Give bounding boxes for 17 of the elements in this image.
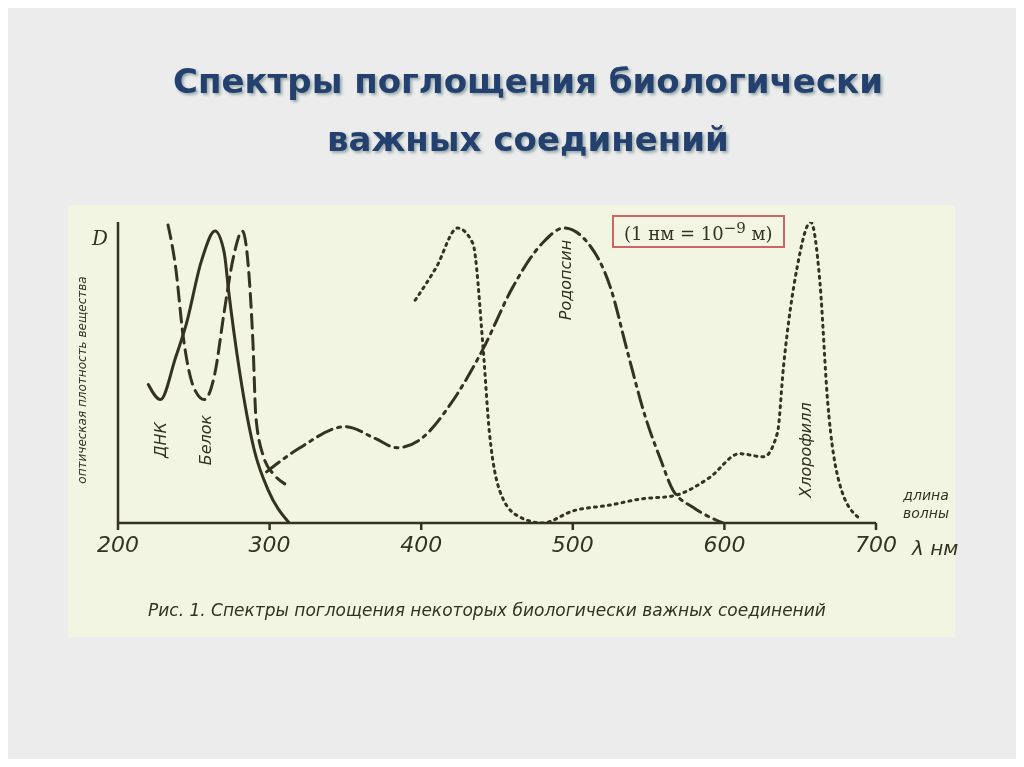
x-tick-label: 700 (855, 531, 897, 557)
x-tick-label: 400 (400, 531, 443, 557)
y-axis-title: оптическая плотность вещества (75, 276, 89, 484)
x-tick-label: 600 (703, 531, 746, 557)
chart-title: Спектры поглощения биологически важных соединений (173, 61, 883, 159)
x-axis-title: длина волны (902, 486, 950, 522)
x-tick-label: 200 (97, 531, 139, 557)
text: Рис. 1. Спектры поглощения некоторых биологически важных соединений (148, 600, 826, 620)
text: ДНК (150, 422, 170, 458)
annotation: (1 нм = 10$^{−9}$ м) (624, 219, 773, 244)
text: Родопсин (555, 239, 575, 321)
text: Хлорофилл (795, 402, 815, 498)
text: Белок (195, 414, 215, 466)
x-tick-label: 500 (551, 531, 594, 557)
x-tick-label: 300 (248, 531, 291, 557)
text: λ нм (912, 536, 959, 560)
text: D (92, 226, 109, 250)
